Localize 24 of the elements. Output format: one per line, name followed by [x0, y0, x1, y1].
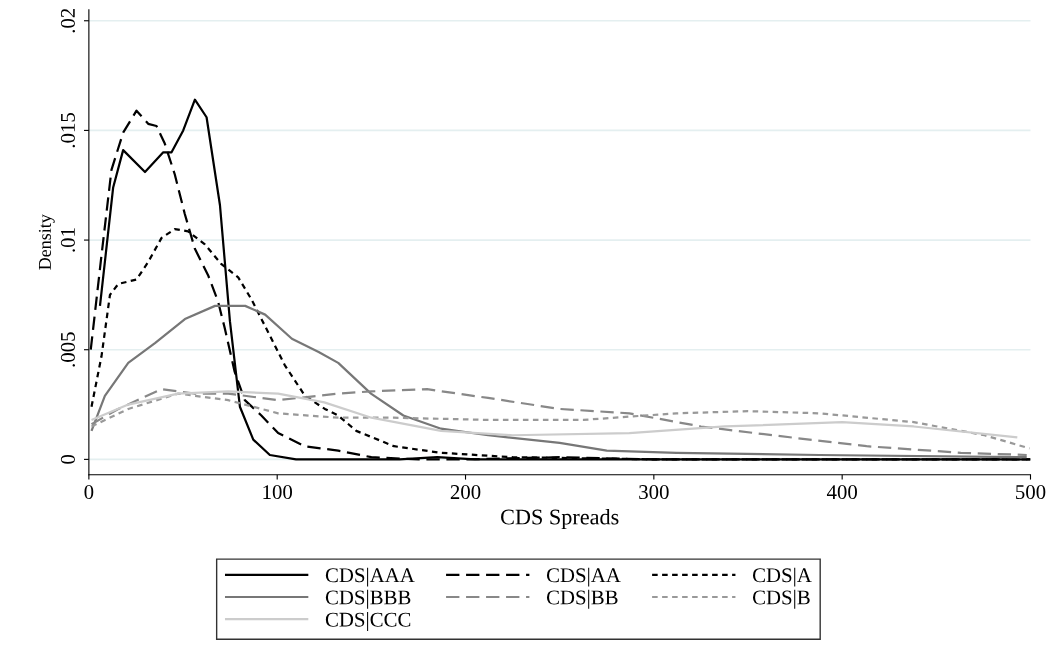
line-series [90, 392, 1031, 450]
x-tick-label: 100 [263, 485, 293, 500]
line-series [90, 388, 1028, 457]
line-series [90, 390, 1019, 439]
legend-label: CDS|AA [546, 567, 621, 587]
y-tick-label: .015 [60, 113, 76, 148]
x-axis-title: CDS Spreads [501, 508, 619, 530]
x-tick-label: 500 [1016, 485, 1046, 500]
y-axis-title: Density [38, 214, 55, 270]
legend-label: CDS|CCC [325, 612, 411, 631]
legend-label: CDS|BB [546, 589, 618, 609]
x-tick-label: 0 [84, 485, 94, 500]
x-tick-label: 300 [639, 485, 669, 500]
y-tick-label: 0 [60, 454, 75, 464]
y-tick-label: .005 [60, 332, 76, 367]
legend-label: CDS|B [752, 589, 810, 609]
y-tick-label: .02 [60, 8, 76, 33]
line-series [90, 304, 1028, 459]
x-tick-label: 200 [450, 485, 481, 500]
legend-label: CDS|AAA [325, 567, 415, 587]
legend-label: CDS|A [752, 567, 812, 587]
x-tick-label: 400 [826, 485, 857, 500]
legend-label: CDS|BBB [325, 589, 411, 609]
y-tick-label: .01 [60, 228, 76, 252]
